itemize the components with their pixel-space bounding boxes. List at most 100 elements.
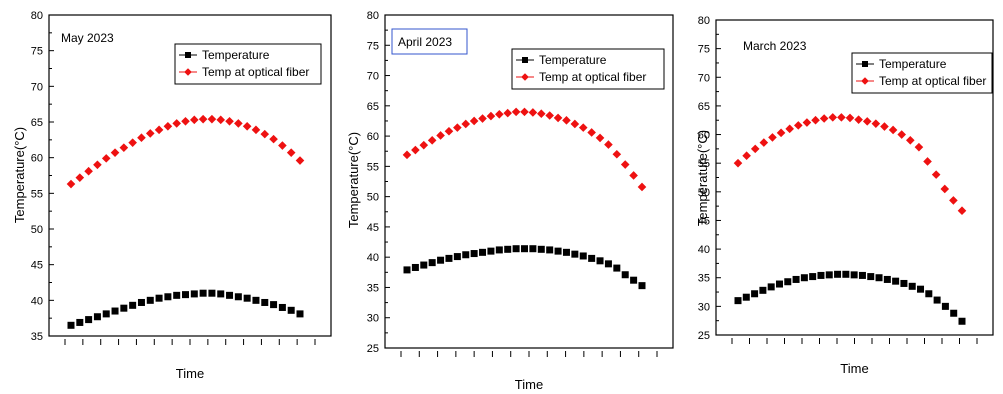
data-point [908, 282, 916, 290]
data-point [495, 246, 503, 254]
y-tick-label: 60 [698, 130, 710, 142]
legend-entry: Temperature [879, 57, 947, 71]
y-tick-label: 40 [367, 252, 379, 264]
data-point [529, 245, 537, 253]
data-point [785, 124, 794, 134]
data-point [828, 113, 838, 122]
data-point [155, 294, 163, 302]
y-tick-label: 65 [698, 101, 710, 113]
y-tick-label: 45 [31, 260, 43, 272]
data-point [742, 151, 751, 161]
y-tick-label: 75 [367, 40, 379, 52]
data-point [208, 289, 216, 297]
data-point [462, 251, 470, 259]
data-point [604, 140, 613, 149]
y-tick-label: 55 [31, 188, 43, 200]
data-point [182, 291, 189, 299]
y-tick-label: 40 [698, 244, 710, 256]
y-tick-label: 35 [367, 282, 379, 294]
chart-title: March 2023 [743, 39, 807, 53]
data-point [260, 129, 270, 139]
data-point [554, 247, 562, 255]
data-point [512, 245, 520, 253]
data-point [536, 109, 546, 118]
data-point [190, 115, 199, 125]
chart-title: April 2023 [398, 35, 452, 49]
data-point [875, 274, 883, 282]
y-tick-label: 35 [31, 331, 43, 343]
data-point [411, 263, 419, 271]
data-point [84, 166, 93, 176]
data-point [562, 248, 570, 256]
data-point [521, 245, 528, 253]
data-point [85, 316, 93, 324]
data-point [172, 119, 181, 128]
legend-entry: Temperature [539, 53, 607, 67]
x-axis-label: Time [840, 361, 868, 376]
data-point [638, 282, 646, 290]
data-point [137, 133, 146, 142]
data-point [190, 290, 198, 298]
y-tick-label: 25 [367, 343, 379, 355]
y-tick-label: 65 [367, 101, 379, 113]
data-point [546, 246, 554, 254]
data-point [437, 256, 445, 264]
data-point [613, 264, 621, 272]
data-point [295, 156, 305, 165]
data-point [553, 113, 563, 123]
data-point [842, 270, 850, 278]
data-point [436, 131, 445, 140]
y-tick-label: 25 [698, 330, 710, 342]
legend-box [511, 48, 665, 90]
data-point [794, 121, 803, 130]
data-point [950, 309, 958, 317]
data-point [759, 286, 767, 294]
data-point [767, 283, 775, 291]
y-tick-label: 80 [367, 10, 379, 22]
data-point [880, 122, 889, 131]
data-point [931, 170, 941, 179]
y-tick-label: 65 [31, 117, 43, 129]
data-point [252, 296, 260, 304]
data-point [145, 129, 155, 138]
data-point [129, 301, 137, 309]
y-tick-label: 70 [31, 81, 43, 93]
data-point [957, 206, 967, 216]
data-point [453, 123, 462, 132]
legend-marker [521, 73, 529, 81]
chart-panel-2: 25 30 35 40 45 50 55 60 65 70 75 80 Time Temperature(… [346, 10, 674, 392]
chart-panel-1: 35 40 45 50 55 60 65 70 75 80 Time Temperature(°C) M… [12, 10, 332, 381]
data-point [768, 133, 777, 142]
data-point [286, 148, 296, 157]
legend-entry: Temp at optical fiber [202, 65, 309, 79]
data-point [93, 160, 102, 170]
data-point [520, 107, 529, 117]
data-point [181, 116, 190, 126]
data-point [198, 114, 208, 124]
data-point [75, 173, 85, 182]
data-point [278, 303, 286, 311]
data-point [479, 248, 487, 256]
legend-marker [522, 57, 528, 63]
data-point [958, 317, 966, 325]
data-point [595, 133, 605, 143]
data-point [102, 310, 110, 318]
data-point [897, 130, 906, 139]
data-point [825, 271, 833, 279]
chart-panel-3: 25 30 35 40 45 50 55 60 65 70 75 80 Time Temperature(… [695, 15, 994, 376]
data-point [487, 247, 495, 255]
data-point [850, 271, 858, 279]
data-point [402, 150, 412, 160]
data-point [940, 184, 950, 194]
y-axis-label: Temperature(°C) [12, 127, 27, 223]
data-point [776, 128, 786, 138]
data-point [411, 145, 420, 155]
data-point [792, 275, 800, 283]
data-point [444, 126, 454, 136]
data-point [751, 290, 759, 298]
y-tick-label: 40 [31, 295, 43, 307]
data-point [923, 157, 932, 166]
y-axis-label: Temperature(°C) [346, 132, 361, 228]
data-point [486, 111, 496, 121]
data-point [888, 125, 898, 135]
